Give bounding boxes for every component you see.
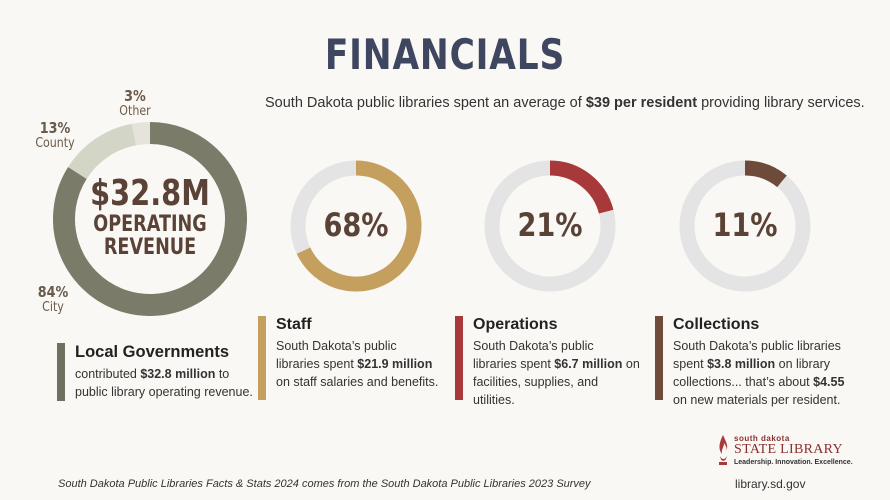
slice-city-arc [53,122,247,316]
slice-other-pct: 3% [124,87,146,105]
card-local-text: contributed $32.8 million to public libr… [75,365,257,401]
slice-county-pct: 13% [39,119,71,137]
slice-label-other: 3% Other [118,87,152,120]
footer-url-link[interactable]: library.sd.gov [735,477,806,491]
operations-donut-chart [484,160,616,292]
slice-county-name: County [35,136,75,152]
subtitle-text: South Dakota public libraries spent an a… [265,95,586,111]
slice-other-arc [131,122,151,146]
staff-donut-chart [290,160,422,292]
card-coll-t3: on new materials per resident. [673,393,841,408]
revenue-center-text: $32.8M OPERATING REVENUE [72,175,227,259]
card-ops-b1: $6.7 million [554,357,623,372]
card-coll-t2: on library collections... that’s about [673,357,831,390]
card-collections: Collections South Dakota’s public librar… [655,316,845,407]
revenue-label-line2: REVENUE [103,234,197,260]
logo-main-text: STATE LIBRARY [734,442,843,457]
footer-source-note: South Dakota Public Libraries Facts & St… [58,478,591,490]
card-operations: Operations South Dakota’s public librari… [455,316,640,407]
card-staff-t2: on staff salaries and benefits. [276,375,439,390]
page-title: FINANCIALS [324,30,566,79]
logo-top-text: south dakota [734,434,790,443]
subtitle-text-end: providing library services. [697,95,865,111]
card-local-governments: Local Governments contributed $32.8 mill… [57,343,257,402]
logo-tagline: Leadership. Innovation. Excellence. [734,459,853,466]
card-ops-text: South Dakota’s public libraries spent $6… [473,337,640,410]
card-staff-t1: South Dakota’s public libraries spent [276,339,397,372]
card-coll-t1: South Dakota’s public libraries spent [673,339,841,372]
slice-other-name: Other [119,104,151,120]
slice-city-pct: 84% [37,283,69,301]
card-staff-text: South Dakota’s public libraries spent $2… [276,337,443,391]
subtitle-highlight: $39 per resident [585,95,698,111]
card-staff-title: Staff [276,316,312,333]
collections-donut-chart [679,160,811,292]
operations-percent: 21% [517,206,583,244]
slice-city-name: City [42,300,64,316]
card-coll-b2: $4.55 [813,375,845,390]
card-local-t1: contributed [75,367,141,381]
staff-arc [296,160,422,292]
collections-arc [744,160,787,188]
slice-label-county: 13% County [34,119,77,152]
operations-arc [549,160,614,214]
card-local-title: Local Governments [75,343,230,361]
state-library-logo[interactable]: south dakota STATE LIBRARY Leadership. I… [716,432,853,468]
collections-percent: 11% [712,206,778,244]
slice-county-arc [68,123,137,180]
card-ops-title: Operations [473,316,558,333]
card-ops-t2: on facilities, supplies, and utilities. [473,357,640,408]
page-subtitle: South Dakota public libraries spent an a… [265,95,865,111]
card-staff: Staff South Dakota’s public libraries sp… [258,316,443,400]
flame-icon [719,435,728,465]
revenue-donut-chart [53,122,247,316]
revenue-label-line1: OPERATING [93,211,207,237]
revenue-total-value: $32.8M [90,173,210,214]
card-coll-b1: $3.8 million [707,357,776,372]
slice-label-city: 84% City [33,283,72,316]
card-local-b1: $32.8 million [140,367,216,381]
card-local-t2: to public library operating revenue. [75,367,253,400]
card-staff-b1: $21.9 million [357,357,433,372]
card-coll-title: Collections [673,316,760,333]
staff-percent: 68% [323,206,389,244]
card-coll-text: South Dakota’s public libraries spent $3… [673,337,845,410]
card-ops-t1: South Dakota’s public libraries spent [473,339,594,372]
